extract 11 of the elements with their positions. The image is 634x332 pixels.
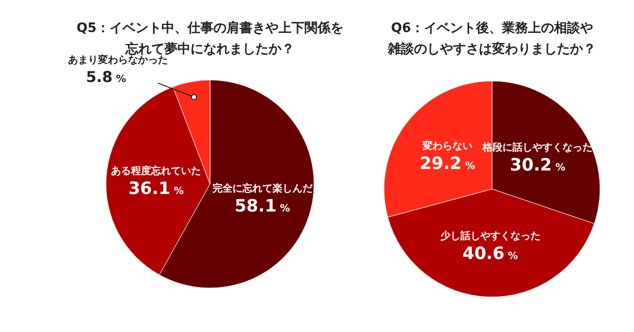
slice-label: ある程度忘れていた [111, 165, 202, 178]
data-label: 5.8 % [86, 68, 126, 86]
data-label: 58.1 % [234, 196, 290, 217]
slice-label: 完全に忘れて楽しんだ [212, 182, 314, 195]
data-label: 29.2 % [420, 154, 476, 174]
data-label: 30.2 % [510, 155, 566, 176]
data-label: 36.1 % [128, 179, 184, 200]
slice-label: 少し話しやすくなった [439, 230, 540, 242]
slice-label: 変わらない [421, 140, 472, 152]
data-label: 40.6 % [462, 244, 518, 264]
chart-title: Q6：イベント後、業務上の相談や雑談のしやすさは変わりましたか？ [387, 20, 596, 57]
